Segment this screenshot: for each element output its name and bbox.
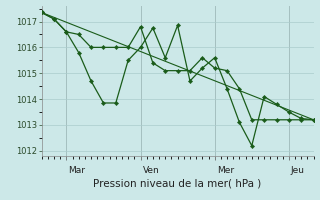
Text: Mar: Mar bbox=[68, 166, 85, 175]
Text: Ven: Ven bbox=[143, 166, 159, 175]
Text: Jeu: Jeu bbox=[291, 166, 305, 175]
X-axis label: Pression niveau de la mer( hPa ): Pression niveau de la mer( hPa ) bbox=[93, 179, 262, 189]
Text: Mer: Mer bbox=[217, 166, 234, 175]
